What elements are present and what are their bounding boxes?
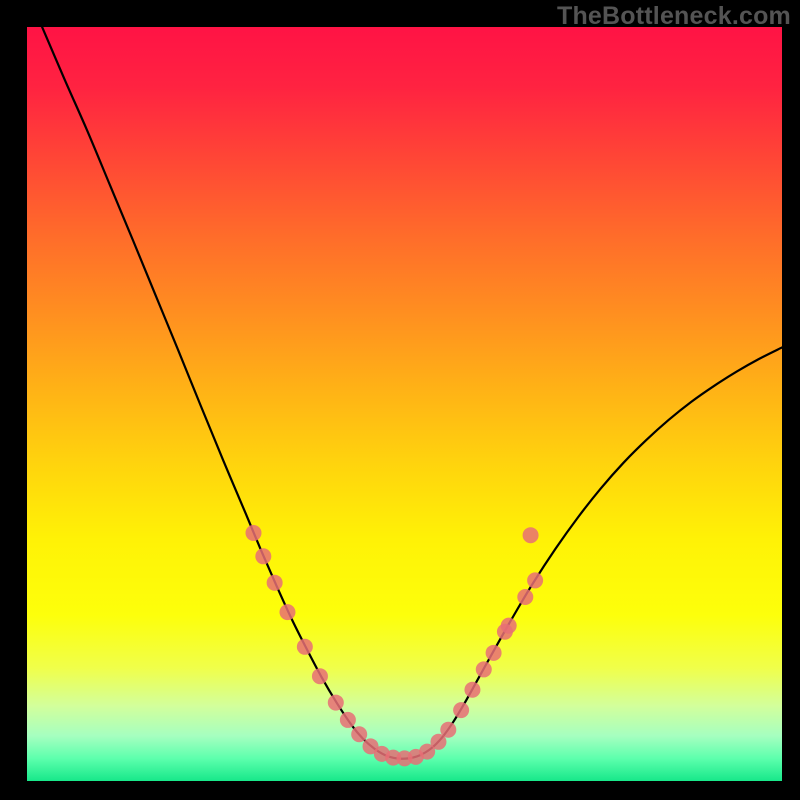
- data-marker: [527, 572, 543, 588]
- data-marker: [517, 589, 533, 605]
- data-marker: [328, 695, 344, 711]
- data-marker: [267, 575, 283, 591]
- plot-area: [27, 27, 782, 781]
- data-marker: [351, 726, 367, 742]
- chart-svg: [27, 27, 782, 781]
- chart-frame: TheBottleneck.com: [0, 0, 800, 800]
- data-marker: [501, 618, 517, 634]
- data-marker: [246, 525, 262, 541]
- watermark-text: TheBottleneck.com: [557, 2, 791, 31]
- data-marker: [312, 668, 328, 684]
- data-marker: [453, 702, 469, 718]
- data-marker: [464, 682, 480, 698]
- data-marker: [279, 604, 295, 620]
- data-marker: [297, 639, 313, 655]
- gradient-background: [27, 27, 782, 781]
- data-marker: [476, 661, 492, 677]
- data-marker: [340, 712, 356, 728]
- data-marker: [440, 722, 456, 738]
- data-marker: [486, 645, 502, 661]
- data-marker: [255, 548, 271, 564]
- data-marker: [523, 527, 539, 543]
